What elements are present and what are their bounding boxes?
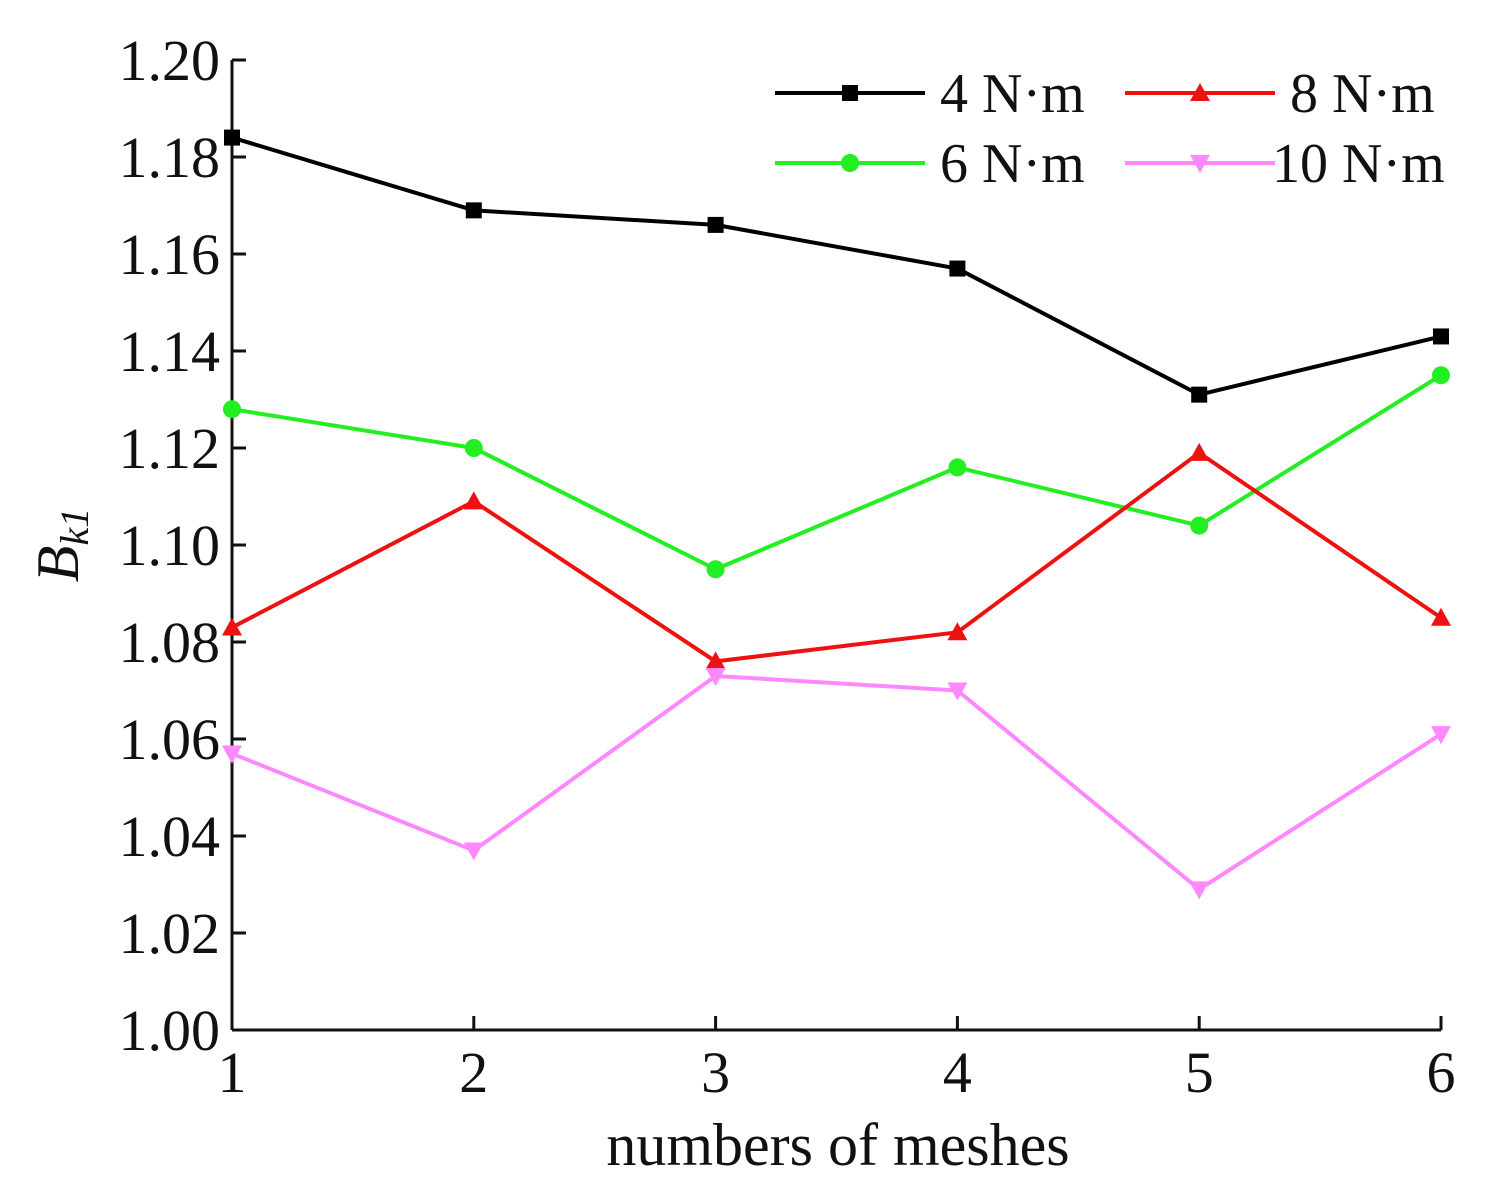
legend-item: 10 N·m: [1125, 133, 1445, 195]
data-point: [222, 617, 242, 636]
data-point: [706, 560, 725, 579]
data-point: [223, 400, 241, 419]
x-tick-label: 2: [459, 1040, 488, 1105]
series-0: [224, 129, 1449, 403]
y-axis-title-group: Bk1: [25, 508, 97, 582]
series-line: [231, 135, 1442, 397]
data-point: [1431, 726, 1451, 745]
x-tick-label: 6: [1427, 1040, 1456, 1105]
y-axis-title-sub: k1: [52, 508, 97, 546]
y-tick-label: 1.20: [119, 28, 221, 93]
x-tick-label: 4: [943, 1040, 972, 1105]
x-tick-label: 3: [701, 1040, 730, 1105]
series-line: [231, 373, 1443, 572]
legend-marker: [1190, 83, 1210, 101]
y-tick-label: 1.16: [119, 222, 221, 287]
data-point: [463, 842, 484, 861]
legend-marker: [841, 154, 859, 172]
data-point: [1189, 881, 1210, 900]
y-tick-label: 1.02: [119, 901, 221, 966]
series-layer: [222, 129, 1451, 900]
y-tick-label: 1.06: [119, 707, 221, 772]
legend-label: 6 N·m: [940, 133, 1085, 195]
series-line: [231, 673, 1443, 892]
legend-marker: [842, 85, 858, 101]
axes: [230, 60, 1441, 1032]
series-2: [222, 442, 1451, 670]
data-point: [948, 458, 967, 477]
y-tick-label: 1.14: [119, 319, 221, 384]
legend: 4 N·m 8 N·m 6 N·m 10 N·m: [775, 63, 1445, 195]
data-point: [707, 216, 724, 233]
series-1: [223, 366, 1450, 579]
data-point: [1189, 442, 1210, 461]
y-tick-label: 1.12: [119, 416, 221, 481]
legend-label: 10 N·m: [1272, 133, 1445, 195]
data-point: [949, 260, 966, 277]
x-ticks: 1 2 3 4 5 6: [218, 1016, 1456, 1105]
y-tick-label: 1.08: [119, 610, 221, 675]
legend-item: 8 N·m: [1125, 63, 1435, 125]
y-tick-label: 1.18: [119, 125, 221, 190]
data-point: [1191, 386, 1208, 403]
data-point: [1190, 516, 1209, 535]
data-point: [705, 667, 726, 686]
legend-item: 6 N·m: [775, 133, 1085, 195]
series-line: [231, 450, 1443, 664]
data-point: [464, 439, 483, 457]
x-tick-label: 5: [1185, 1040, 1214, 1105]
legend-label: 8 N·m: [1290, 63, 1435, 125]
data-point: [947, 622, 968, 641]
series-3: [222, 667, 1451, 900]
y-tick-label: 1.04: [119, 804, 221, 869]
legend-item: 4 N·m: [775, 63, 1085, 125]
data-point: [1432, 366, 1450, 385]
y-tick-label: 1.10: [119, 513, 221, 578]
y-axis-title-main: B: [25, 546, 91, 583]
y-ticks: 1.00 1.02 1.04 1.06 1.08 1.10 1.12 1.14 1.16 1.18…: [119, 28, 246, 1063]
data-point: [222, 745, 242, 764]
data-point: [463, 491, 484, 510]
data-point: [224, 129, 240, 146]
data-point: [947, 682, 968, 701]
data-point: [1431, 607, 1451, 626]
legend-marker: [1190, 155, 1210, 173]
data-point: [705, 651, 726, 670]
x-axis-title: numbers of meshes: [606, 1112, 1069, 1178]
y-axis-title: Bk1: [25, 508, 97, 582]
legend-label: 4 N·m: [940, 63, 1085, 125]
y-tick-label: 1.00: [119, 998, 221, 1063]
data-point: [1433, 328, 1449, 345]
data-point: [465, 202, 482, 219]
x-tick-label: 1: [218, 1040, 247, 1105]
